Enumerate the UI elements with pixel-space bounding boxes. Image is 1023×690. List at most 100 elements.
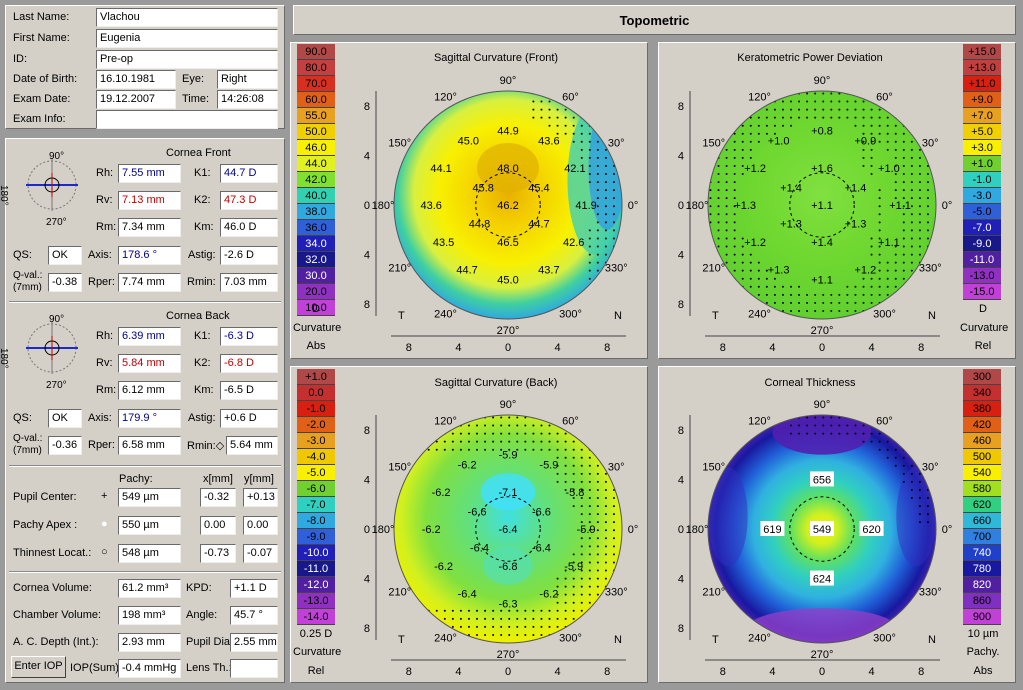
map-value: 42.6 [563,237,584,249]
chamber-volume-label: Chamber Volume: [13,609,102,621]
y-tick-label: 4 [678,250,684,262]
back-curvature-map[interactable]: 8 8 4 4 0 0 4 4 8 8 90° 60° 30° 0° 330° 300° 270° 240° 210… [346,390,646,680]
scale-step: -8.0 [297,513,335,529]
scale-step: -1.0 [963,172,1001,188]
pupil-center-y: +0.13 [243,488,278,507]
lens-th-value[interactable] [230,659,278,678]
front-rmin-value: 7.03 mm [220,273,278,292]
back-rh-value: 6.39 mm [118,327,181,346]
pachy-apex-label: Pachy Apex : [13,519,78,531]
scale-step: -9.0 [963,236,1001,252]
degree-label: 300° [873,308,896,320]
back-scale-type[interactable]: Curvature [293,646,342,658]
x-tick-label: 8 [406,666,412,678]
separator [9,571,281,573]
y-tick-label: 0 [678,200,684,212]
scale-step: 660 [963,513,1001,529]
map-region [480,473,536,511]
degree-label: 60° [562,92,579,104]
x-tick-label: 8 [918,666,924,678]
map-value: 46.2 [497,200,518,212]
kpd-color-scale: +15.0 +13.0 +11.0 +9.0 +7.0 +5.0 +3.0 +1.0 -1.0-… [963,44,1001,300]
front-k2-value: 47.3 D [220,191,278,210]
y-tick-label: 4 [364,474,370,486]
degree-label: 240° [434,632,457,644]
map-value: +1.3 [845,219,867,231]
kpd-scale-mode[interactable]: Rel [974,340,992,352]
back-rper-label: Rper: [88,439,115,451]
front-k1-label: K1: [194,167,211,179]
y-tick-label: 8 [364,623,370,635]
map-value: 45.0 [458,136,479,148]
thick-scale-type[interactable]: Pachy. [966,646,1000,658]
degree-label: 30° [608,138,625,150]
x-tick-label: 4 [455,342,461,354]
scale-step: +1.0 [963,156,1001,172]
back-scale-mode[interactable]: Rel [307,665,325,677]
exam-date-field[interactable]: 19.12.2007 [96,90,176,109]
map-value: -5.9 [539,460,558,472]
front-scale-mode[interactable]: Abs [306,340,326,352]
scale-step: -7.0 [963,220,1001,236]
x-tick-label: 8 [604,666,610,678]
thinnest-locat-label: Thinnest Locat.: [13,547,92,559]
map-value: +1.2 [744,237,766,249]
back-map-title: Sagittal Curvature (Back) [434,377,558,389]
scale-step: -4.0 [297,449,335,465]
dob-field[interactable]: 16.10.1981 [96,70,176,89]
back-astig-value: +0.6 D [220,409,278,428]
front-qs-value: OK [48,246,82,265]
cornea-back-axis-diagram [26,322,78,374]
measurements-panel: Cornea Front 90° 180° 270° Rh: 7.55 mm K… [0,138,285,683]
map-border [393,414,623,644]
degree-label: 270° [811,325,834,337]
degree-label: 180° [686,200,709,212]
pupil-dia-label: Pupil Dia: [186,636,234,648]
degree-label: 30° [922,462,939,474]
scale-step: +1.0 [297,369,335,385]
map-region [772,415,872,455]
map-region [483,547,533,585]
thick-scale-unit: 10 µm [967,628,999,640]
front-scale-type[interactable]: Curvature [293,322,342,334]
x-tick-label: 0 [505,666,511,678]
scale-step: +13.0 [963,60,1001,76]
id-field[interactable]: Pre-op [96,50,278,69]
map-value: -5.9 [577,524,596,536]
degree-label: 120° [434,92,457,104]
back-rm-value: 6.12 mm [118,381,181,400]
first-name-field[interactable]: Eugenia [96,29,278,48]
back-color-scale: +1.0 0.0 -1.0 -2.0 -3.0 -4.0 -5.0 -6.0 -7.0 -8.0-… [297,369,335,625]
front-curvature-map[interactable]: 8 8 4 4 0 0 4 4 8 8 90° 60° 30° 0° 330° 300° 270° 240° 210… [346,66,646,356]
scale-step: -15.0 [963,284,1001,300]
thick-scale-mode[interactable]: Abs [973,665,993,677]
scale-step: 30.0 [297,268,335,284]
degree-label: 300° [873,632,896,644]
back-scale-unit: 0.25 D [299,628,333,640]
kpd-map[interactable]: 8 8 4 4 0 0 4 4 8 8 90° 60° 30° 0° 330° 300° 270° 240° 210… [660,66,960,356]
kpd-scale-type[interactable]: Curvature [960,322,1009,334]
front-km-value: 46.0 D [220,218,278,237]
map-value: -6.4 [470,543,489,555]
front-qval-sub: (7mm) [13,282,42,293]
last-name-field[interactable]: Vlachou [96,8,278,27]
exam-info-field[interactable] [96,110,278,129]
eye-field[interactable]: Right [217,70,278,89]
back-k1-value: -6.3 D [220,327,278,346]
cornea-front-title: Cornea Front [166,147,231,159]
scale-step: -3.0 [963,188,1001,204]
back-rh-label: Rh: [96,330,114,342]
scale-step: 40.0 [297,188,335,204]
x-tick-label: 0 [505,342,511,354]
y-tick-label: 0 [678,524,684,536]
thickness-map[interactable]: 8 8 4 4 0 0 4 4 8 8 90° 60° 30° 0° 330° 300° 270° 240° 210… [660,390,960,680]
back-qval-value: -0.36 [48,436,82,455]
angle-value: 45.7 ° [230,606,278,625]
scale-step: 32.0 [297,252,335,268]
y-tick-label: 0 [364,524,370,536]
time-field[interactable]: 14:26:08 [217,90,278,109]
y-tick-label: 4 [678,150,684,162]
scale-step: -11.0 [963,252,1001,268]
enter-iop-button[interactable]: Enter IOP [11,656,66,678]
x-tick-label: 8 [918,342,924,354]
